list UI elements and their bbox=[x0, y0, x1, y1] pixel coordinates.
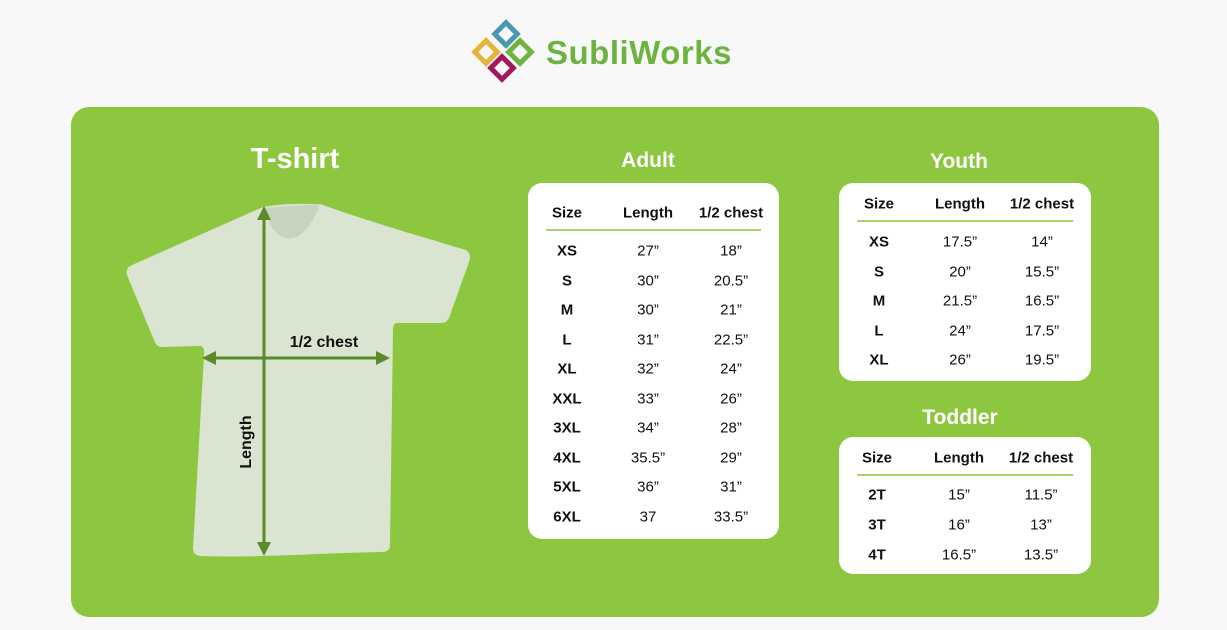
length-cell: 16.5” bbox=[941, 546, 977, 564]
header-divider bbox=[857, 220, 1073, 222]
header-size: Size bbox=[861, 449, 893, 467]
chest-cell: 14” bbox=[1031, 233, 1053, 251]
adult-size-table: Size Length 1/2 chest XS 27” 18” S 30” 20.5” M… bbox=[528, 183, 779, 539]
chest-cell: 26” bbox=[720, 390, 742, 407]
size-cell: L bbox=[874, 322, 884, 339]
toddler-title: Toddler bbox=[922, 406, 998, 429]
length-label: Length bbox=[238, 415, 255, 469]
header-chest: 1/2 chest bbox=[698, 204, 764, 222]
size-cell: 2T bbox=[868, 486, 886, 504]
chest-cell: 29” bbox=[720, 449, 742, 466]
chest-cell: 28” bbox=[720, 419, 742, 437]
chest-cell: 19.5” bbox=[1024, 351, 1060, 369]
chest-cell: 33.5” bbox=[713, 508, 749, 525]
size-cell: M bbox=[872, 292, 886, 310]
header-chest: 1/2 chest bbox=[1009, 195, 1075, 213]
length-cell: 33” bbox=[637, 390, 659, 407]
chest-cell: 13” bbox=[1030, 516, 1052, 534]
size-cell: XS bbox=[868, 233, 890, 251]
length-cell: 32” bbox=[637, 360, 659, 378]
length-cell: 31” bbox=[637, 331, 659, 348]
chest-cell: 21” bbox=[720, 301, 742, 319]
length-cell: 30” bbox=[637, 272, 659, 289]
length-cell: 16” bbox=[948, 516, 970, 534]
size-cell: S bbox=[561, 272, 573, 289]
length-cell: 26” bbox=[949, 351, 971, 369]
header-length: Length bbox=[934, 449, 984, 467]
header-divider bbox=[546, 229, 761, 231]
length-cell: 27” bbox=[637, 242, 659, 260]
header-size: Size bbox=[863, 195, 895, 213]
header-size: Size bbox=[551, 204, 583, 222]
tshirt-title: T-shirt bbox=[250, 143, 340, 175]
length-cell: 17.5” bbox=[942, 233, 978, 251]
chest-cell: 17.5” bbox=[1024, 322, 1060, 339]
chest-cell: 31” bbox=[720, 478, 742, 496]
length-cell: 35.5” bbox=[630, 449, 666, 466]
length-cell: 37 bbox=[639, 508, 657, 525]
size-cell: 3T bbox=[868, 516, 886, 534]
size-cell: XL bbox=[869, 351, 889, 369]
size-cell: XS bbox=[556, 242, 578, 260]
size-cell: 6XL bbox=[553, 508, 581, 525]
length-cell: 20” bbox=[949, 263, 971, 280]
size-cell: M bbox=[560, 301, 574, 319]
size-cell: 4XL bbox=[553, 449, 581, 466]
chest-cell: 20.5” bbox=[713, 272, 749, 289]
length-cell: 30” bbox=[637, 301, 659, 319]
length-cell: 24” bbox=[949, 322, 971, 339]
chest-cell: 16.5” bbox=[1024, 292, 1060, 310]
chest-label: 1/2 chest bbox=[289, 334, 359, 351]
size-cell: XL bbox=[557, 360, 577, 378]
subliworks-logo-icon bbox=[471, 19, 535, 83]
length-cell: 15” bbox=[948, 486, 970, 504]
header-length: Length bbox=[935, 195, 985, 213]
chest-cell: 24” bbox=[720, 360, 742, 378]
youth-size-table: Size Length 1/2 chest XS 17.5” 14” S 20” 15.5… bbox=[839, 183, 1091, 381]
length-cell: 36” bbox=[637, 478, 659, 496]
chest-cell: 11.5” bbox=[1024, 486, 1058, 504]
size-cell: 3XL bbox=[553, 419, 581, 437]
toddler-size-table: Size Length 1/2 chest 2T 15” 11.5” 3T 16” 13”… bbox=[839, 437, 1091, 574]
size-cell: L bbox=[562, 331, 572, 348]
length-cell: 21.5” bbox=[942, 292, 978, 310]
size-cell: 4T bbox=[868, 546, 886, 564]
size-cell: XXL bbox=[552, 390, 582, 407]
adult-title: Adult bbox=[621, 149, 675, 172]
length-cell: 34” bbox=[637, 419, 659, 437]
brand-name: SubliWorks bbox=[546, 34, 732, 71]
size-cell: 5XL bbox=[553, 478, 581, 496]
chest-cell: 22.5” bbox=[713, 331, 749, 348]
chest-cell: 13.5” bbox=[1023, 546, 1059, 564]
tshirt-shape bbox=[126, 203, 471, 557]
header-length: Length bbox=[623, 204, 673, 222]
tshirt-collar bbox=[265, 204, 320, 239]
header-divider bbox=[857, 474, 1073, 476]
header-chest: 1/2 chest bbox=[1008, 449, 1074, 467]
youth-title: Youth bbox=[930, 150, 988, 173]
size-cell: S bbox=[873, 263, 885, 280]
chest-cell: 15.5” bbox=[1024, 263, 1060, 280]
chest-cell: 18” bbox=[720, 242, 742, 260]
